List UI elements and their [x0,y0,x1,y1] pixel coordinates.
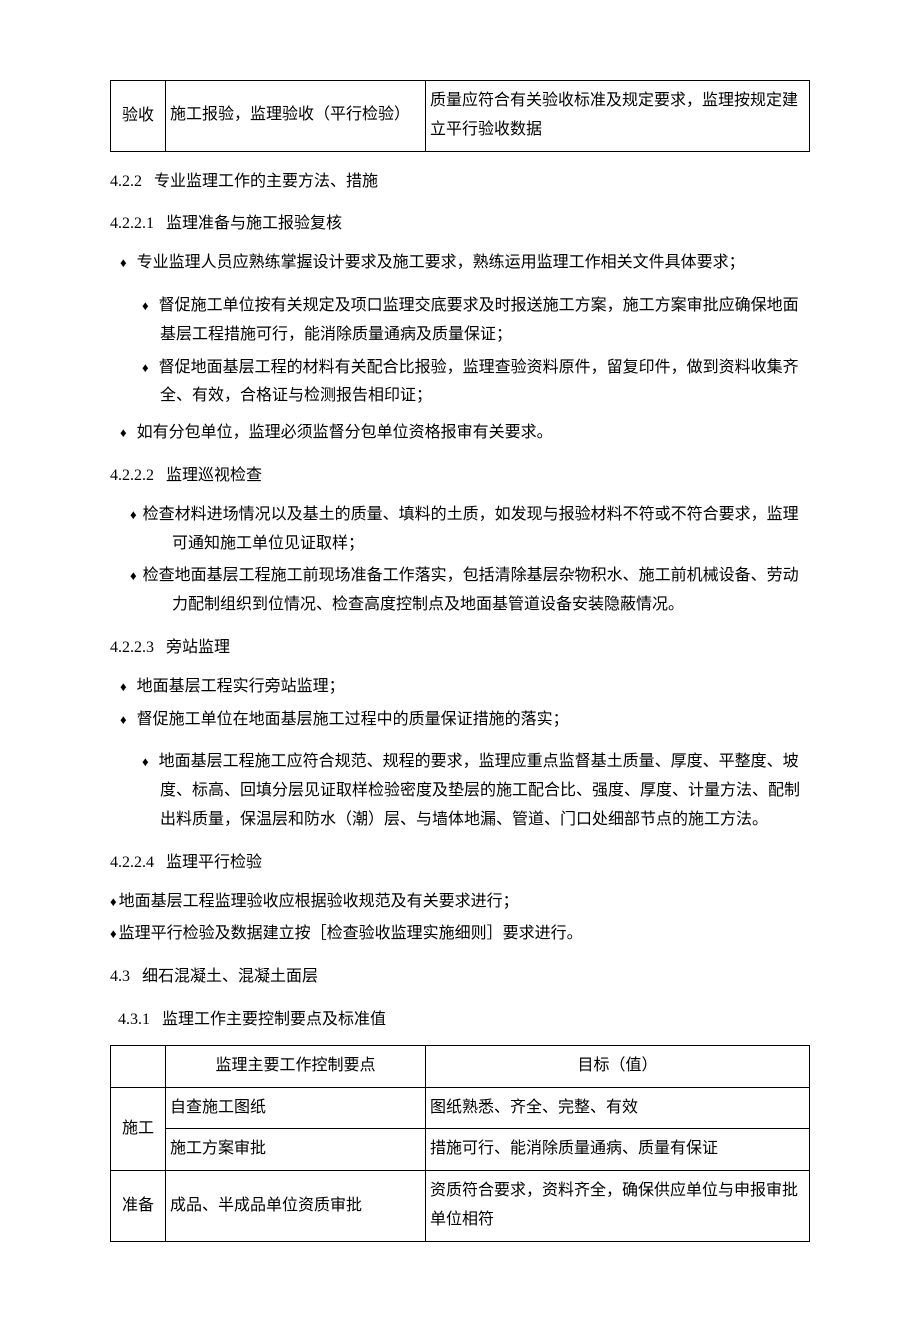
heading-number: 4.2.2.2 [110,467,154,484]
heading-title: 旁站监理 [166,639,230,656]
heading-title: 监理巡视检查 [166,467,262,484]
point-cell: 施工报验，监理验收（平行检验） [166,81,426,152]
list-item: 监理平行检验及数据建立按［检查验收监理实施细则］要求进行。 [110,920,810,949]
target-cell: 图纸熟悉、齐全、完整、有效 [426,1087,810,1129]
heading-4-2-2-2: 4.2.2.2 监理巡视检查 [110,462,810,491]
table-row: 准备 成品、半成品单位资质审批 资质符合要求，资料齐全，确保供应单位与申报审批单… [111,1171,810,1242]
phase-text: 施工 [122,1120,154,1137]
phase-cell: 施工 [111,1087,166,1171]
list-item: 检查地面基层工程施工前现场准备工作落实，包括清除基层杂物积水、施工前机械设备、劳… [110,562,810,620]
bullet-list-4221-b: 如有分包单位，监理必须监督分包单位资格报审有关要求。 [110,419,810,448]
heading-number: 4.2.2.4 [110,854,154,871]
heading-4-3-1: 4.3.1 监理工作主要控制要点及标准值 [118,1006,810,1035]
heading-title: 监理工作主要控制要点及标准值 [162,1011,386,1028]
list-item: 地面基层工程实行旁站监理； [110,673,810,702]
list-item: 如有分包单位，监理必须监督分包单位资格报审有关要求。 [110,419,810,448]
header-target: 目标（值） [426,1045,810,1087]
table-row: 施工 自查施工图纸 图纸熟悉、齐全、完整、有效 [111,1087,810,1129]
point-cell: 自查施工图纸 [166,1087,426,1129]
heading-4-2-2-4: 4.2.2.4 监理平行检验 [110,849,810,878]
list-item: 专业监理人员应熟练掌握设计要求及施工要求，熟练运用监理工作相关文件具体要求； [110,249,810,278]
list-item: 督促地面基层工程的材料有关配合比报验，监理查验资料原件，留复印件，做到资料收集齐… [126,354,810,412]
point-cell: 成品、半成品单位资质审批 [166,1171,426,1242]
list-item: 督促施工单位按有关规定及项口监理交底要求及时报送施工方案，施工方案审批应确保地面… [126,292,810,350]
bullet-list-4223: 地面基层工程实行旁站监理； 督促施工单位在地面基层施工过程中的质量保证措施的落实… [110,673,810,735]
target-cell: 资质符合要求，资料齐全，确保供应单位与申报审批单位相符 [426,1171,810,1242]
heading-number: 4.2.2.1 [110,215,154,232]
header-blank [111,1045,166,1087]
bullet-list-4221-a: 专业监理人员应熟练掌握设计要求及施工要求，熟练运用监理工作相关文件具体要求； [110,249,810,278]
table-acceptance-row: 验收 施工报验，监理验收（平行检验） 质量应符合有关验收标准及规定要求，监理按规… [110,80,810,152]
heading-4-2-2: 4.2.2 专业监理工作的主要方法、措施 [110,168,810,197]
heading-4-2-2-1: 4.2.2.1 监理准备与施工报验复核 [110,210,810,239]
target-cell: 质量应符合有关验收标准及规定要求，监理按规定建立平行验收数据 [426,81,810,152]
heading-title: 监理平行检验 [166,854,262,871]
list-4222: 检查材料进场情况以及基土的质量、填料的土质，如发现与报验材料不符或不符合要求，监… [110,501,810,620]
target-cell: 措施可行、能消除质量通病、质量有保证 [426,1129,810,1171]
sub-list-4223: 地面基层工程施工应符合规范、规程的要求，监理应重点监督基土质量、厚度、平整度、坡… [126,748,810,834]
phase-cell: 验收 [111,81,166,152]
heading-number: 4.3 [110,968,130,985]
heading-4-2-2-3: 4.2.2.3 旁站监理 [110,634,810,663]
heading-title: 监理准备与施工报验复核 [166,215,342,232]
table-row: 施工方案审批 措施可行、能消除质量通病、质量有保证 [111,1129,810,1171]
heading-title: 专业监理工作的主要方法、措施 [154,173,378,190]
heading-number: 4.3.1 [118,1011,150,1028]
list-item: 地面基层工程监理验收应根据验收规范及有关要求进行； [110,888,810,917]
heading-number: 4.2.2 [110,173,142,190]
table-4-3-1: 监理主要工作控制要点 目标（值） 施工 自查施工图纸 图纸熟悉、齐全、完整、有效… [110,1045,810,1242]
list-item: 督促施工单位在地面基层施工过程中的质量保证措施的落实； [110,706,810,735]
list-4224: 地面基层工程监理验收应根据验收规范及有关要求进行； 监理平行检验及数据建立按［检… [110,888,810,950]
heading-number: 4.2.2.3 [110,639,154,656]
heading-title: 细石混凝土、混凝土面层 [142,968,318,985]
table-header-row: 监理主要工作控制要点 目标（值） [111,1045,810,1087]
sub-list-4221: 督促施工单位按有关规定及项口监理交底要求及时报送施工方案，施工方案审批应确保地面… [126,292,810,411]
list-item: 地面基层工程施工应符合规范、规程的要求，监理应重点监督基土质量、厚度、平整度、坡… [126,748,810,834]
phase-cell: 准备 [111,1171,166,1242]
heading-4-3: 4.3 细石混凝土、混凝土面层 [110,963,810,992]
point-cell: 施工方案审批 [166,1129,426,1171]
header-point: 监理主要工作控制要点 [166,1045,426,1087]
list-item: 检查材料进场情况以及基土的质量、填料的土质，如发现与报验材料不符或不符合要求，监… [110,501,810,559]
